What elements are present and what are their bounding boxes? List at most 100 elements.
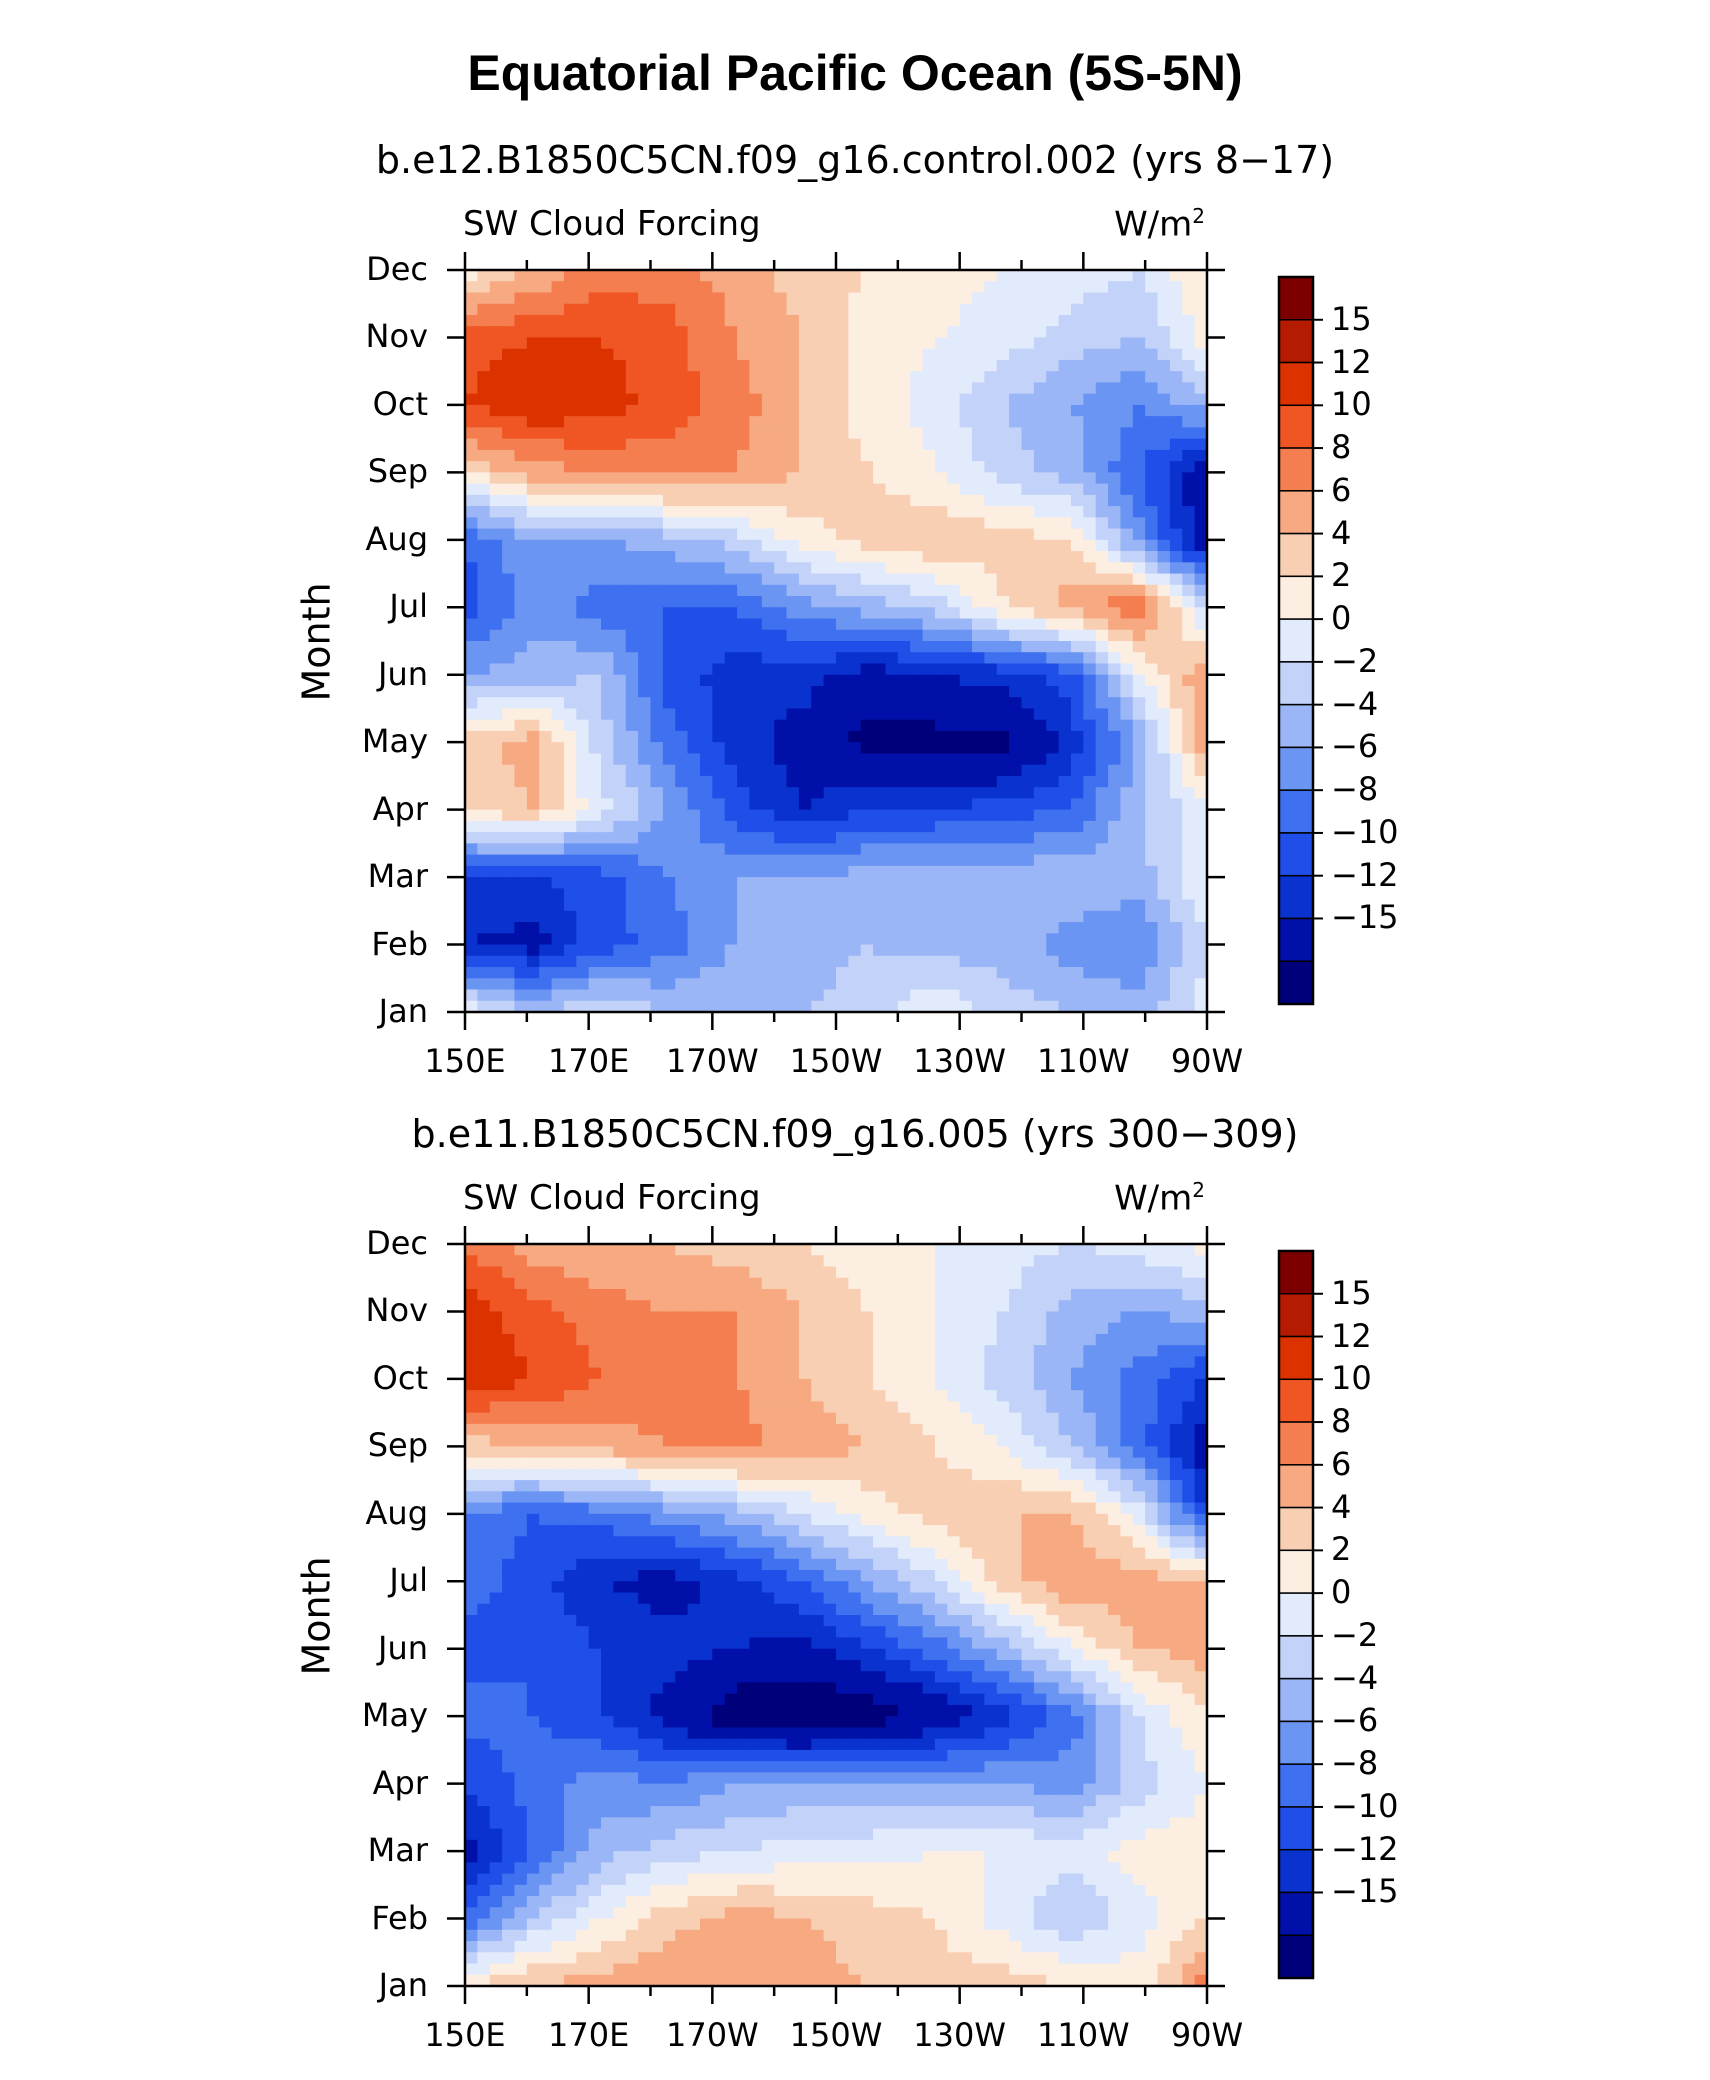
- field-cell: [1182, 528, 1196, 541]
- field-cell: [972, 1311, 985, 1324]
- field-cell: [910, 461, 924, 473]
- field-cell: [959, 438, 973, 451]
- field-cell: [650, 1322, 664, 1335]
- field-cell: [996, 506, 1010, 518]
- field-cell: [650, 517, 664, 530]
- field-cell: [897, 641, 911, 653]
- field-cell: [749, 359, 763, 372]
- field-cell: [613, 573, 627, 586]
- field-cell: [811, 314, 825, 327]
- field-cell: [1083, 697, 1097, 710]
- field-cell: [1033, 292, 1047, 305]
- field-cell: [1157, 393, 1171, 406]
- field-cell: [563, 438, 577, 451]
- field-cell: [848, 393, 862, 406]
- field-cell: [588, 1300, 602, 1313]
- field-cell: [848, 1378, 862, 1391]
- field-cell: [984, 1378, 998, 1391]
- field-cell: [1182, 539, 1196, 552]
- field-cell: [761, 270, 775, 282]
- field-cell: [947, 382, 961, 395]
- field-cell: [601, 1277, 614, 1290]
- field-cell: [972, 494, 985, 507]
- field-cell: [1145, 359, 1159, 372]
- field-cell: [724, 1300, 738, 1313]
- field-cell: [675, 314, 689, 327]
- field-cell: [823, 472, 837, 485]
- field-cell: [984, 573, 998, 586]
- field-cell: [539, 1311, 553, 1324]
- field-cell: [563, 281, 577, 294]
- field-cell: [984, 1333, 998, 1346]
- field-cell: [1157, 674, 1171, 687]
- field-cell: [1120, 708, 1134, 721]
- field-cell: [984, 708, 998, 721]
- field-cell: [897, 449, 911, 462]
- field-cell: [947, 281, 961, 294]
- field-cell: [699, 562, 713, 575]
- field-cell: [774, 1300, 788, 1313]
- field-cell: [539, 371, 553, 384]
- field-cell: [514, 483, 528, 496]
- field-cell: [934, 281, 948, 294]
- field-cell: [934, 303, 948, 316]
- field-cell: [1169, 674, 1183, 687]
- field-cell: [897, 1300, 911, 1313]
- field-cell: [514, 1255, 528, 1268]
- field-cell: [959, 1367, 973, 1380]
- field-cell: [601, 573, 614, 586]
- field-cell: [1120, 427, 1134, 440]
- field-cell: [885, 708, 899, 721]
- field-cell: [662, 652, 676, 665]
- field-cell: [737, 517, 751, 530]
- field-cell: [551, 472, 565, 485]
- field-cell: [749, 1277, 763, 1290]
- field-cell: [1132, 427, 1146, 440]
- field-cell: [897, 1412, 911, 1425]
- field-cell: [798, 292, 812, 305]
- field-cell: [699, 584, 713, 597]
- field-cell: [502, 438, 516, 451]
- field-cell: [514, 562, 528, 575]
- field-cell: [1033, 483, 1047, 496]
- field-cell: [972, 1266, 985, 1279]
- field-cell: [1046, 584, 1060, 597]
- field-cell: [477, 371, 491, 384]
- field-cell: [1169, 506, 1183, 518]
- field-cell: [514, 719, 528, 732]
- field-cell: [675, 719, 689, 732]
- field-cell: [576, 1266, 590, 1279]
- field-cell: [662, 551, 676, 563]
- field-cell: [823, 1345, 837, 1358]
- field-cell: [1070, 1367, 1084, 1380]
- field-cell: [1009, 382, 1023, 395]
- field-cell: [761, 674, 775, 687]
- field-cell: [774, 607, 788, 620]
- field-cell: [526, 663, 540, 676]
- field-cell: [650, 708, 664, 721]
- field-cell: [860, 1266, 874, 1279]
- field-cell: [1108, 494, 1122, 507]
- field-cell: [959, 348, 973, 361]
- field-cell: [972, 629, 985, 642]
- field-cell: [1169, 1322, 1183, 1335]
- field-cell: [712, 1311, 726, 1324]
- field-cell: [465, 674, 478, 687]
- field-cell: [699, 1322, 713, 1335]
- field-cell: [737, 708, 751, 721]
- field-cell: [1182, 596, 1196, 608]
- field-cell: [811, 1367, 825, 1380]
- field-cell: [848, 697, 862, 710]
- field-cell: [774, 663, 788, 676]
- field-cell: [848, 1277, 862, 1290]
- field-cell: [1194, 1244, 1208, 1256]
- field-cell: [1070, 1288, 1084, 1301]
- field-cell: [576, 1333, 590, 1346]
- field-cell: [724, 674, 738, 687]
- field-cell: [625, 472, 639, 485]
- field-cell: [910, 281, 924, 294]
- field-cell: [885, 674, 899, 687]
- field-cell: [836, 404, 849, 417]
- field-cell: [1145, 404, 1159, 417]
- field-cell: [786, 528, 800, 541]
